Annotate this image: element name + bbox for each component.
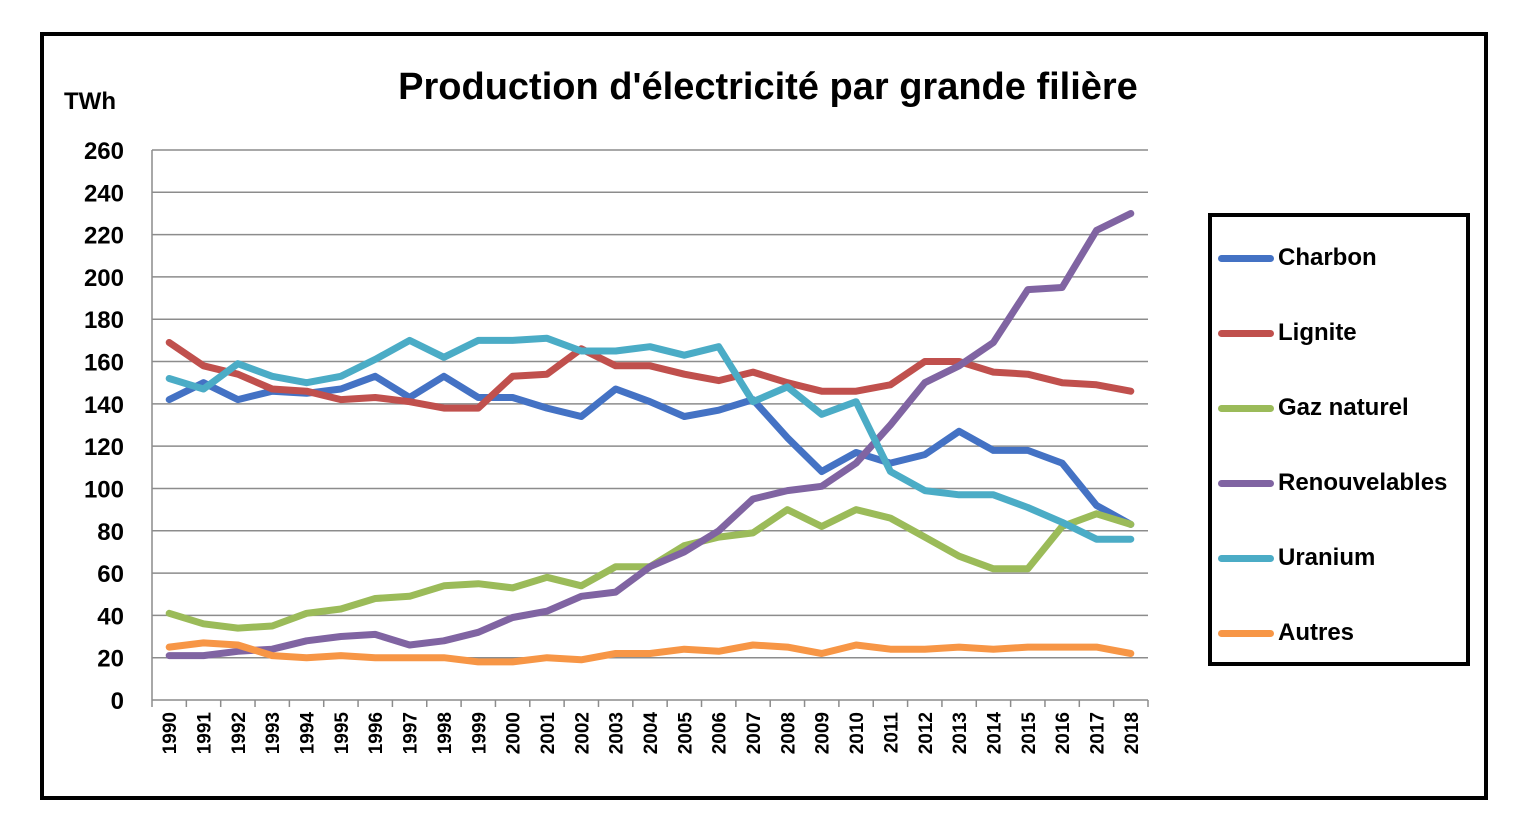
series-line-charbon — [165, 372, 1135, 528]
x-tick-label: 1992 — [229, 712, 250, 754]
y-tick-labels: 0 20 40 60 80 100 120 140 160 180 200 220 240 260 — [84, 138, 124, 715]
x-tick-label: 1999 — [469, 712, 490, 754]
legend-item: Renouvelables — [1218, 466, 1447, 500]
legend-label: Lignite — [1278, 319, 1357, 346]
x-tick-label: 1997 — [401, 712, 422, 754]
legend: Charbon Lignite Gaz naturel Renouvelables Ur… — [1208, 213, 1470, 666]
legend-label: Uranium — [1278, 544, 1376, 571]
x-tick-label: 2002 — [572, 712, 593, 754]
y-tick-label: 180 — [84, 307, 124, 334]
x-tick-label: 2016 — [1053, 712, 1074, 754]
x-tick-label: 2012 — [916, 712, 937, 754]
legend-label: Charbon — [1278, 244, 1377, 271]
x-tick-label: 2001 — [538, 712, 559, 755]
series-lines — [165, 210, 1135, 666]
x-tick-label: 1998 — [435, 712, 456, 754]
legend-item: Autres — [1218, 616, 1354, 650]
legend-item: Gaz naturel — [1218, 391, 1409, 425]
legend-swatch — [1218, 329, 1274, 337]
y-tick-label: 260 — [84, 138, 124, 165]
x-tick-label: 2014 — [984, 712, 1005, 755]
y-tick-label: 200 — [84, 265, 124, 292]
series-line-renouvelables — [165, 210, 1135, 660]
x-tick-label: 1994 — [298, 712, 319, 755]
axes — [151, 150, 1149, 707]
x-tick-label: 2008 — [778, 712, 799, 754]
legend-item: Uranium — [1218, 541, 1375, 575]
x-tick-label: 1996 — [366, 712, 387, 754]
x-tick-label: 1995 — [332, 712, 353, 755]
y-tick-label: 0 — [111, 688, 124, 715]
y-tick-label: 20 — [97, 646, 124, 673]
y-tick-label: 40 — [97, 603, 124, 630]
x-tick-label: 2005 — [675, 712, 696, 755]
x-tick-label: 2011 — [881, 712, 902, 754]
chart-title: Production d'électricité par grande fili… — [398, 66, 1138, 108]
x-tick-label: 2015 — [1019, 712, 1040, 755]
legend-label: Autres — [1278, 619, 1355, 646]
x-tick-label: 2018 — [1122, 712, 1143, 754]
y-tick-label: 140 — [84, 392, 124, 419]
legend-swatch — [1218, 479, 1274, 487]
y-tick-label: 60 — [97, 561, 124, 588]
y-tick-label: 80 — [97, 519, 124, 546]
y-tick-label: 240 — [84, 180, 124, 207]
legend-label: Renouvelables — [1278, 469, 1448, 496]
x-tick-label: 2010 — [847, 712, 868, 754]
series-line-autres — [165, 639, 1135, 666]
x-tick-label: 2003 — [607, 712, 628, 754]
x-tick-label: 1991 — [195, 712, 216, 755]
x-tick-label: 1993 — [263, 712, 284, 754]
legend-item: Charbon — [1218, 241, 1377, 275]
y-axis-unit-label: TWh — [64, 88, 116, 115]
x-tick-label: 2017 — [1087, 712, 1108, 754]
legend-swatch — [1218, 254, 1274, 262]
legend-item: Lignite — [1218, 316, 1357, 350]
x-tick-label: 2007 — [744, 712, 765, 754]
x-tick-label: 2009 — [813, 712, 834, 754]
y-tick-label: 160 — [84, 350, 124, 377]
x-tick-label: 2006 — [710, 712, 731, 754]
series-line-lignite — [165, 339, 1135, 412]
series-line-uranium — [165, 334, 1135, 543]
legend-label: Gaz naturel — [1278, 394, 1409, 421]
legend-swatch — [1218, 554, 1274, 562]
x-tick-label: 2000 — [504, 712, 525, 754]
y-tick-label: 220 — [84, 223, 124, 250]
legend-swatch — [1218, 629, 1274, 637]
legend-swatch — [1218, 404, 1274, 412]
x-tick-label: 2013 — [950, 712, 971, 754]
x-tick-label: 2004 — [641, 712, 662, 755]
x-tick-labels: 1990 1991 1992 1993 1994 1995 1996 1997 1998 1999… — [160, 712, 1143, 755]
gridlines — [152, 149, 1148, 659]
y-tick-label: 100 — [84, 476, 124, 503]
y-tick-label: 120 — [84, 434, 124, 461]
x-tick-label: 1990 — [160, 712, 181, 754]
